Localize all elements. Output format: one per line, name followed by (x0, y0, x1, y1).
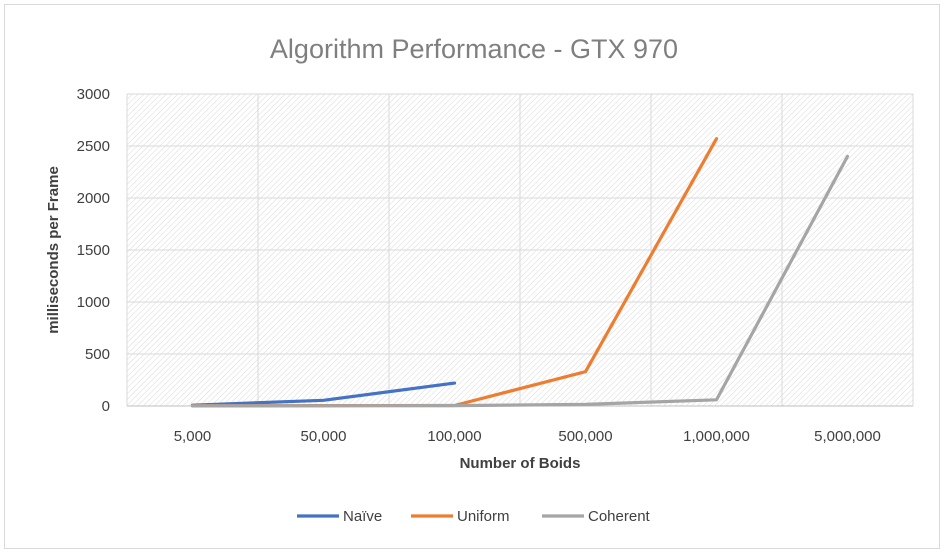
x-tick-label: 1,000,000 (683, 428, 750, 445)
x-tick-label: 50,000 (301, 428, 347, 445)
series-lines (190, 137, 850, 408)
x-tick-label: 5,000,000 (814, 428, 881, 445)
series-line-nave (190, 381, 457, 407)
y-tick-label: 2000 (77, 190, 110, 207)
y-tick-label: 500 (85, 346, 110, 363)
legend-label: Coherent (588, 508, 651, 525)
y-tick-label: 3000 (77, 86, 110, 103)
x-tick-label: 100,000 (427, 428, 481, 445)
y-tick-label: 0 (102, 398, 110, 415)
x-tick-labels: 5,000 50,000 100,000 500,000 1,000,000 5,000,… (174, 428, 881, 445)
series-line-coherent (190, 154, 850, 408)
y-tick-label: 1500 (77, 242, 110, 259)
chart-title: Algorithm Performance - GTX 970 (270, 34, 678, 64)
y-tick-label: 2500 (77, 138, 110, 155)
legend-label: Naïve (343, 508, 382, 525)
legend-label: Uniform (457, 508, 510, 525)
y-tick-label: 1000 (77, 294, 110, 311)
x-tick-label: 5,000 (174, 428, 212, 445)
x-axis-title: Number of Boids (460, 455, 581, 472)
legend: Naïve Uniform Coherent (297, 508, 651, 525)
x-tick-label: 500,000 (558, 428, 612, 445)
y-axis-title: milliseconds per Frame (45, 166, 62, 334)
y-tick-labels: 0 500 1000 1500 2000 2500 3000 (77, 86, 110, 415)
